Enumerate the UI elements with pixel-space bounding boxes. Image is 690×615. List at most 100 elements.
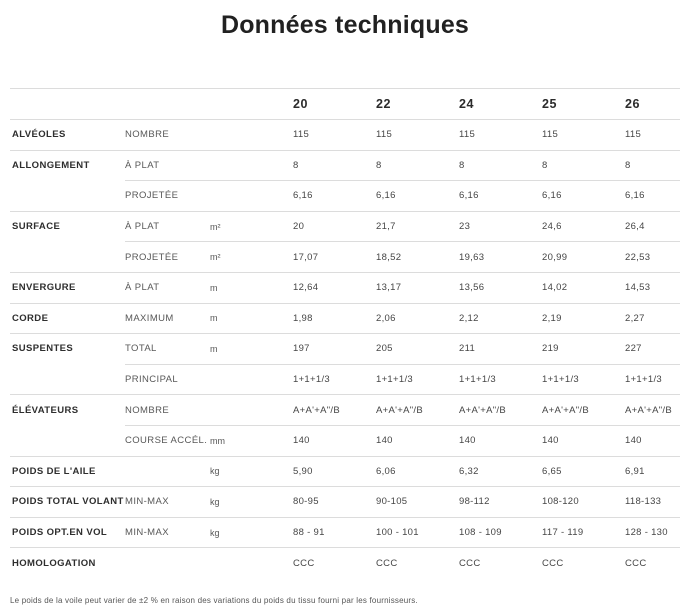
- table-row: SUSPENTES TOTAL m 197 205 211 219 227: [10, 333, 680, 364]
- row-sub-label: À PLAT: [125, 149, 210, 181]
- row-value: 26,4: [625, 210, 680, 242]
- row-value: 140: [625, 424, 680, 456]
- row-value: 6,16: [542, 180, 625, 211]
- row-value: 2,19: [542, 302, 625, 334]
- row-sub-label: PROJETÉE: [125, 180, 210, 211]
- row-value: 5,90: [293, 455, 376, 487]
- row-unit-label: kg: [210, 486, 293, 517]
- row-value: 6,16: [459, 180, 542, 211]
- header-category-spacer: [10, 88, 125, 119]
- row-sub-label: [125, 455, 210, 487]
- row-value: 98-112: [459, 486, 542, 517]
- weight-variation-footnote: Le poids de la voile peut varier de ±2 %…: [10, 595, 418, 605]
- row-value: 128 - 130: [625, 516, 680, 548]
- size-column-header: 22: [376, 88, 459, 119]
- row-value: A+A'+A"/B: [293, 394, 376, 425]
- row-unit-label: [210, 394, 293, 425]
- row-sub-label: NOMBRE: [125, 119, 210, 150]
- row-unit-label: kg: [210, 516, 293, 548]
- table-row: SURFACE À PLAT m² 20 21,7 23 24,6 26,4: [10, 210, 680, 242]
- row-value: 117 - 119: [542, 516, 625, 548]
- row-value: 115: [542, 119, 625, 150]
- row-value: 108-120: [542, 486, 625, 517]
- table-row: POIDS TOTAL VOLANT MIN-MAX kg 80-95 90-1…: [10, 486, 680, 517]
- row-value: A+A'+A"/B: [376, 394, 459, 425]
- row-value: 13,17: [376, 271, 459, 303]
- row-value: 8: [542, 149, 625, 181]
- row-value: 227: [625, 333, 680, 364]
- row-value: 115: [293, 119, 376, 150]
- table-row: ALLONGEMENT À PLAT 8 8 8 8 8: [10, 149, 680, 181]
- row-value: 90-105: [376, 486, 459, 517]
- table-row: HOMOLOGATION CCC CCC CCC CCC CCC: [10, 547, 680, 578]
- row-value: 115: [376, 119, 459, 150]
- row-value: 88 - 91: [293, 516, 376, 548]
- row-category-label: ÉLÉVATEURS: [10, 394, 125, 425]
- row-value: 18,52: [376, 241, 459, 272]
- row-unit-label: m²: [210, 210, 293, 242]
- row-category-label: HOMOLOGATION: [10, 547, 125, 578]
- row-sub-label: [125, 547, 210, 578]
- row-value: 6,06: [376, 455, 459, 487]
- row-sub-label: À PLAT: [125, 271, 210, 303]
- row-value: 2,06: [376, 302, 459, 334]
- row-value: 19,63: [459, 241, 542, 272]
- table-row: COURSE ACCÉL. mm 140 140 140 140 140: [10, 424, 680, 456]
- row-unit-label: [210, 547, 293, 578]
- row-value: 14,53: [625, 271, 680, 303]
- row-sub-label: À PLAT: [125, 210, 210, 242]
- page-title: Données techniques: [220, 11, 470, 39]
- row-value: 8: [625, 149, 680, 181]
- row-value: 1+1+1/3: [293, 363, 376, 395]
- row-value: 115: [625, 119, 680, 150]
- table-row: PROJETÉE m² 17,07 18,52 19,63 20,99 22,5…: [10, 241, 680, 272]
- row-value: 8: [459, 149, 542, 181]
- row-unit-label: m: [210, 271, 293, 303]
- row-value: 20,99: [542, 241, 625, 272]
- row-value: CCC: [625, 547, 680, 578]
- row-value: 219: [542, 333, 625, 364]
- row-sub-label: PROJETÉE: [125, 241, 210, 272]
- row-sub-label: MIN-MAX: [125, 486, 210, 517]
- row-value: A+A'+A"/B: [459, 394, 542, 425]
- row-sub-label: TOTAL: [125, 333, 210, 364]
- row-unit-label: m²: [210, 241, 293, 272]
- header-sublabel-spacer: [125, 88, 210, 119]
- row-unit-label: [210, 149, 293, 181]
- row-value: 2,27: [625, 302, 680, 334]
- row-value: 140: [293, 424, 376, 456]
- table-row: ÉLÉVATEURS NOMBRE A+A'+A"/B A+A'+A"/B A+…: [10, 394, 680, 425]
- row-value: 21,7: [376, 210, 459, 242]
- row-value: 6,65: [542, 455, 625, 487]
- row-category-label: [10, 364, 125, 395]
- row-value: 22,53: [625, 241, 680, 272]
- row-value: A+A'+A"/B: [542, 394, 625, 425]
- table-row: ENVERGURE À PLAT m 12,64 13,17 13,56 14,…: [10, 271, 680, 303]
- header-unit-spacer: [210, 88, 293, 119]
- row-value: 205: [376, 333, 459, 364]
- row-value: 8: [376, 149, 459, 181]
- row-value: 100 - 101: [376, 516, 459, 548]
- row-category-label: POIDS OPT.EN VOL: [10, 516, 125, 548]
- table-row: PRINCIPAL 1+1+1/3 1+1+1/3 1+1+1/3 1+1+1/…: [10, 363, 680, 395]
- table-row: PROJETÉE 6,16 6,16 6,16 6,16 6,16: [10, 180, 680, 211]
- row-value: 8: [293, 149, 376, 181]
- row-value: 140: [542, 424, 625, 456]
- row-value: A+A'+A"/B: [625, 394, 680, 425]
- row-value: 1+1+1/3: [376, 363, 459, 395]
- table-row: POIDS DE L'AILE kg 5,90 6,06 6,32 6,65 6…: [10, 455, 680, 487]
- row-sub-label: MIN-MAX: [125, 516, 210, 548]
- row-unit-label: m: [210, 333, 293, 364]
- row-sub-label: PRINCIPAL: [125, 363, 210, 395]
- row-category-label: ALVÉOLES: [10, 119, 125, 150]
- row-value: 24,6: [542, 210, 625, 242]
- row-category-label: [10, 425, 125, 456]
- row-value: 197: [293, 333, 376, 364]
- row-value: 118-133: [625, 486, 680, 517]
- row-value: 17,07: [293, 241, 376, 272]
- row-value: 6,91: [625, 455, 680, 487]
- row-category-label: POIDS DE L'AILE: [10, 455, 125, 487]
- row-value: 2,12: [459, 302, 542, 334]
- row-category-label: [10, 241, 125, 272]
